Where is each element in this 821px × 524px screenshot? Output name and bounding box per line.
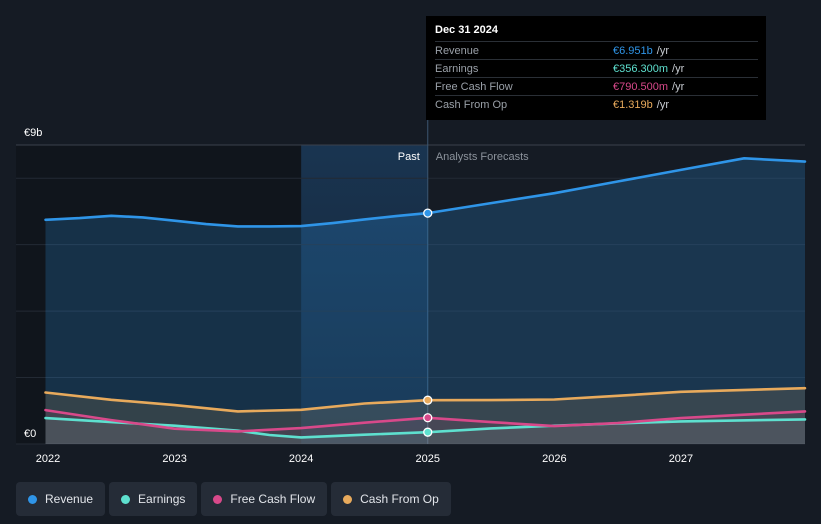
tooltip-value: €6.951b xyxy=(613,44,653,57)
tooltip-row-cash-from-op: Cash From Op €1.319b /yr xyxy=(435,95,758,113)
tooltip-row-revenue: Revenue €6.951b /yr xyxy=(435,41,758,59)
line-cash-from-op xyxy=(44,386,807,413)
x-tick-label: 2025 xyxy=(416,453,440,465)
x-tick-label: 2023 xyxy=(162,453,186,465)
tooltip-unit: /yr xyxy=(672,62,685,75)
tooltip-row-free-cash-flow: Free Cash Flow €790.500m /yr xyxy=(435,77,758,95)
tooltip-label: Free Cash Flow xyxy=(435,80,513,93)
y-axis-label: €0 xyxy=(24,428,36,440)
legend-item-cash-from-op[interactable]: Cash From Op xyxy=(331,482,451,516)
legend-item-free-cash-flow[interactable]: Free Cash Flow xyxy=(201,482,328,516)
tooltip-date: Dec 31 2024 xyxy=(435,24,498,36)
tooltip-label: Earnings xyxy=(435,62,479,75)
legend-dot-icon xyxy=(213,494,223,504)
area-free-cash-flow xyxy=(45,410,805,444)
tooltip-label: Cash From Op xyxy=(435,98,508,111)
legend-dot-icon xyxy=(28,494,37,504)
x-tick-label: 2027 xyxy=(669,453,693,465)
tooltip-unit: /yr xyxy=(656,98,669,111)
line-revenue xyxy=(44,157,807,228)
tooltip-value: €356.300m xyxy=(613,62,669,75)
tooltip-panel: Dec 31 2024 Revenue €6.951b /yr Earnings… xyxy=(426,16,766,120)
tooltip-label: Revenue xyxy=(435,44,480,57)
legend-label: Cash From Op xyxy=(360,492,439,506)
legend-dot-icon xyxy=(121,494,131,504)
tooltip-row-earnings: Earnings €356.300m /yr xyxy=(435,59,758,77)
chart-legend: Revenue Earnings Free Cash Flow Cash Fro… xyxy=(16,482,451,516)
area-revenue xyxy=(45,158,805,445)
x-tick-label: 2022 xyxy=(36,453,60,465)
line-free-cash-flow xyxy=(44,408,807,433)
legend-dot-icon xyxy=(343,494,353,504)
marker-revenue xyxy=(423,208,433,218)
legend-label: Earnings xyxy=(138,492,186,506)
legend-item-revenue[interactable]: Revenue xyxy=(16,482,106,516)
marker-cash-from-op xyxy=(423,395,433,405)
highlight-band xyxy=(301,145,428,444)
tooltip-unit: /yr xyxy=(672,80,685,93)
marker-free-cash-flow xyxy=(423,413,433,423)
forecast-label: Analysts Forecasts xyxy=(436,151,529,163)
tooltip-unit: /yr xyxy=(656,44,669,57)
legend-label: Revenue xyxy=(45,492,94,506)
tooltip-value: €790.500m xyxy=(613,80,669,93)
tooltip-value: €1.319b xyxy=(613,98,653,111)
past-label: Past xyxy=(398,151,420,163)
y-axis-label: €9b xyxy=(24,127,42,139)
x-tick-label: 2024 xyxy=(289,453,313,465)
legend-label: Free Cash Flow xyxy=(230,492,316,506)
legend-item-earnings[interactable]: Earnings xyxy=(109,482,198,516)
x-tick-label: 2026 xyxy=(542,453,566,465)
marker-earnings xyxy=(423,427,433,437)
